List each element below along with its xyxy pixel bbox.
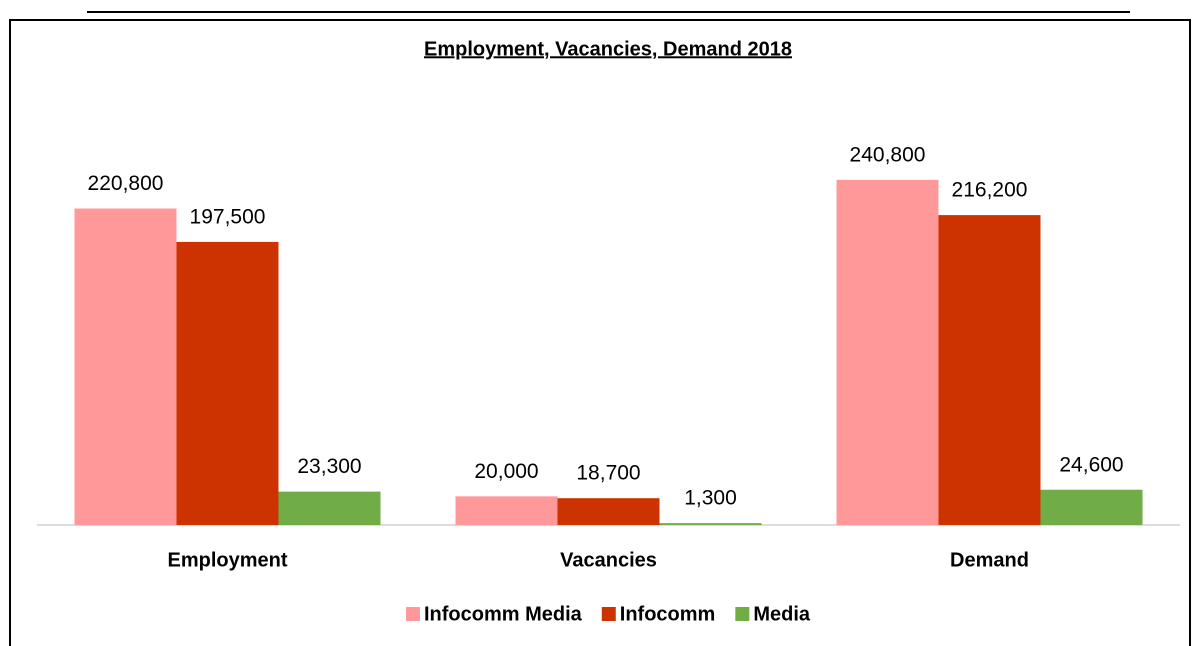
legend-swatch (735, 607, 750, 621)
bar (938, 215, 1041, 525)
bar (1040, 489, 1143, 525)
data-label: 20,000 (474, 460, 538, 483)
x-tick-label: Demand (950, 549, 1029, 571)
legend-label: Infocomm Media (424, 603, 583, 625)
bar (74, 208, 177, 525)
bar (455, 496, 558, 525)
frame (9, 19, 1191, 646)
bar (557, 498, 660, 525)
data-label: 220,800 (88, 172, 164, 195)
bar (278, 491, 381, 525)
data-label: 1,300 (684, 487, 737, 510)
data-label: 216,200 (952, 179, 1028, 202)
x-tick-label: Employment (167, 549, 287, 571)
legend-swatch (601, 607, 616, 621)
legend-label: Media (753, 603, 811, 625)
data-label: 23,300 (297, 455, 361, 478)
bar (659, 523, 762, 525)
chart-title: Employment, Vacancies, Demand 2018 (424, 38, 792, 60)
legend-swatch (405, 607, 420, 621)
data-label: 197,500 (190, 205, 266, 228)
bar (836, 179, 939, 525)
x-tick-label: Vacancies (560, 549, 657, 571)
data-label: 24,600 (1059, 453, 1123, 476)
data-label: 240,800 (850, 143, 926, 166)
bar (176, 241, 279, 525)
legend-label: Infocomm (620, 603, 716, 625)
data-label: 18,700 (576, 462, 640, 485)
